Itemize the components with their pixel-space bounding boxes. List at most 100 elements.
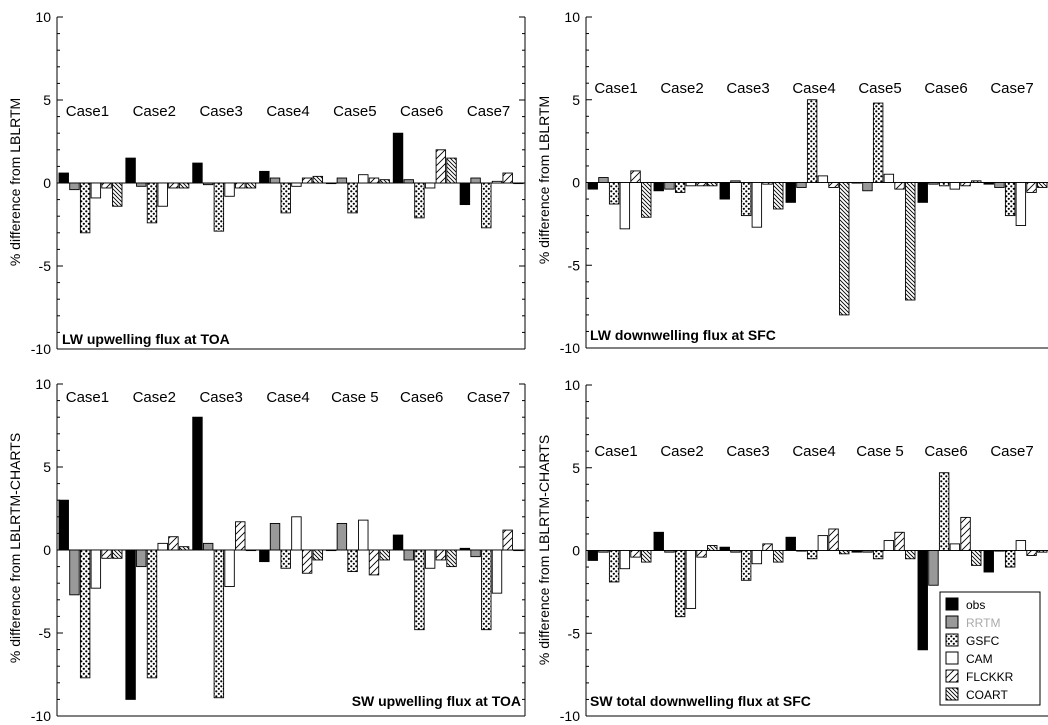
y-tick-label: 5	[43, 459, 51, 475]
bar-rrtm	[928, 182, 939, 185]
bar-cam	[1015, 540, 1027, 551]
bar-obs	[58, 172, 69, 184]
bar-rrtm	[336, 522, 348, 551]
bar-gsfc	[608, 182, 620, 205]
bar-flckkr	[168, 536, 179, 551]
bar-cam	[90, 549, 102, 589]
y-tick-label: -5	[39, 258, 52, 274]
bar-gsfc	[213, 182, 225, 232]
bar-flckkr	[828, 528, 839, 551]
bar-gsfc	[1004, 182, 1016, 217]
category-label: Case4	[792, 443, 835, 460]
bar-rrtm	[862, 550, 873, 553]
panel-title: LW downwelling flux at SFC	[590, 327, 776, 343]
category-label: Case4	[792, 80, 835, 97]
bar-obs	[125, 157, 136, 184]
category-label: Case7	[467, 389, 510, 406]
bar-rrtm	[202, 182, 214, 186]
bar-rrtm	[994, 182, 1005, 188]
bar-gsfc	[674, 182, 686, 193]
bar-coart	[707, 545, 718, 551]
category-label: Case5	[333, 103, 376, 120]
bar-obs	[917, 182, 928, 203]
bar-obs	[719, 182, 730, 200]
bar-coart	[971, 180, 982, 183]
bar-gsfc	[806, 99, 818, 183]
category-label: Case7	[990, 443, 1033, 460]
chart-panel-sw-total-downwelling-sfc: SW total downwelling flux at SFC % diffe…	[536, 377, 1048, 724]
bar-gsfc	[806, 550, 818, 560]
legend-label-gsfc: GSFC	[966, 634, 1000, 648]
bar-rrtm	[69, 549, 80, 596]
bar-coart	[112, 549, 123, 559]
category-label: Case7	[990, 80, 1033, 97]
bar-obs	[58, 499, 69, 551]
legend-box	[939, 591, 1041, 706]
bar-rrtm	[994, 550, 1005, 552]
category-label: Case6	[924, 443, 967, 460]
chart-panel-lw-downwelling-sfc: LW downwelling flux at SFC % difference …	[536, 9, 1048, 356]
bar-coart	[112, 182, 123, 207]
bar-obs	[587, 182, 598, 190]
category-label: Case6	[924, 80, 967, 97]
bar-cam	[491, 549, 503, 594]
y-axis-label: % difference from LBLRTM-CHARTS	[7, 433, 23, 663]
y-tick-label: 10	[35, 9, 51, 25]
bar-obs	[192, 416, 203, 551]
bar-rrtm	[928, 550, 939, 586]
bar-flckkr	[168, 182, 179, 189]
y-tick-label: -10	[31, 708, 51, 724]
bar-obs	[587, 550, 598, 561]
bar-obs	[653, 531, 664, 551]
category-label: Case1	[594, 80, 637, 97]
bar-obs	[983, 550, 994, 573]
y-tick-label: -10	[560, 340, 580, 356]
bar-gsfc	[938, 182, 950, 187]
y-tick-label: 5	[572, 460, 580, 476]
panel-title: SW upwelling flux at TOA	[352, 693, 521, 709]
bar-coart	[905, 182, 916, 301]
panel-title: SW total downwelling flux at SFC	[590, 693, 811, 709]
bar-flckkr	[960, 182, 971, 187]
bar-obs	[325, 549, 337, 552]
bar-obs	[392, 132, 404, 184]
bar-cam	[358, 519, 369, 551]
bar-flckkr	[235, 521, 246, 551]
category-label: Case5	[858, 80, 901, 97]
legend-label-coart: COART	[966, 688, 1008, 702]
y-tick-label: 10	[564, 377, 580, 393]
bar-coart	[1037, 550, 1048, 553]
bar-obs	[851, 550, 862, 553]
bar-flckkr	[696, 550, 707, 558]
bar-rrtm	[136, 182, 147, 187]
bar-gsfc	[280, 182, 291, 214]
bar-obs	[653, 182, 664, 192]
y-tick-label: 0	[43, 175, 51, 191]
bar-gsfc	[280, 549, 291, 569]
y-tick-label: 10	[35, 376, 51, 392]
category-label: Case7	[467, 103, 510, 120]
bar-rrtm	[796, 550, 807, 552]
legend-swatch-gsfc	[945, 633, 959, 647]
bar-obs	[785, 536, 796, 551]
category-label: Case1	[594, 443, 637, 460]
bar-rrtm	[664, 182, 675, 190]
bar-cam	[1015, 182, 1027, 226]
category-label: Case2	[133, 389, 176, 406]
legend-swatch-obs	[945, 597, 959, 611]
legend-label-obs: obs	[966, 598, 985, 612]
bar-coart	[245, 549, 257, 552]
y-tick-label: -5	[39, 625, 52, 641]
bar-gsfc	[1004, 550, 1016, 568]
y-tick-label: 0	[43, 542, 51, 558]
bar-rrtm	[403, 179, 414, 184]
bar-obs	[983, 182, 994, 185]
bar-gsfc	[872, 102, 884, 183]
bar-gsfc	[79, 182, 91, 234]
legend-swatch-rrtm	[945, 615, 959, 629]
bar-cam	[491, 180, 503, 184]
bar-cam	[883, 173, 895, 183]
bar-gsfc	[146, 182, 158, 224]
bar-obs	[192, 162, 203, 184]
bar-cam	[224, 182, 235, 197]
